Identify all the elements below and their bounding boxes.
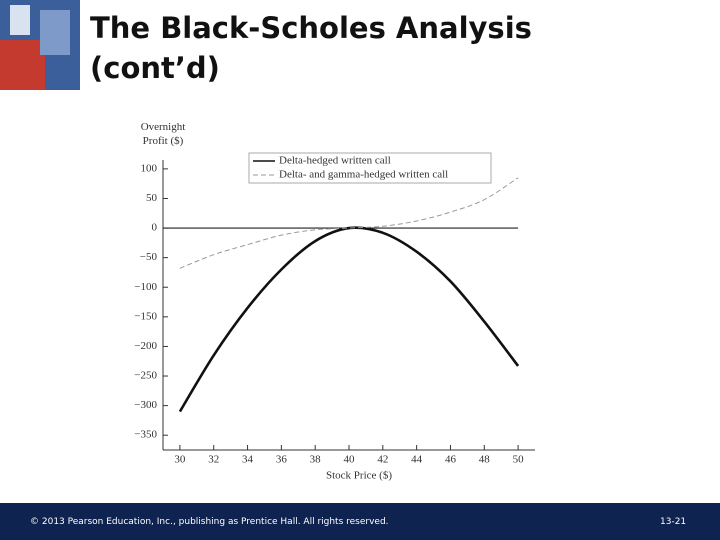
series-line xyxy=(178,226,520,413)
x-tick-label: 30 xyxy=(174,454,186,466)
photo-block xyxy=(40,10,70,55)
page-number: 13-21 xyxy=(660,517,687,527)
copyright: © 2013 Pearson Education, Inc., publishi… xyxy=(30,517,389,527)
chart: 100 50 0 −50 −100 −150 −200 −250 −300 −350 30 32 34 3… xyxy=(134,152,535,482)
x-tick-label: 36 xyxy=(276,454,288,466)
y-tick-label: −100 xyxy=(134,281,157,293)
y-tick-label: −300 xyxy=(134,399,157,411)
series-line xyxy=(179,177,519,269)
x-tick-label: 40 xyxy=(344,454,356,466)
x-axis-label: Stock Price ($) xyxy=(326,470,392,482)
y-tick-label: −350 xyxy=(134,429,157,441)
legend-label: Delta-hedged written call xyxy=(279,155,391,167)
x-tick-label: 48 xyxy=(479,454,491,466)
y-tick-label: −50 xyxy=(140,251,158,263)
y-tick-label: −250 xyxy=(134,370,157,382)
y-tick-label: −200 xyxy=(134,340,157,352)
x-tick-label: 44 xyxy=(411,454,423,466)
x-tick-label: 42 xyxy=(377,454,388,466)
legend-label: Delta- and gamma-hedged written call xyxy=(279,169,448,181)
photo-block xyxy=(10,5,30,35)
x-tick-label: 46 xyxy=(445,454,457,466)
x-tick-label: 38 xyxy=(310,454,322,466)
thumbnail xyxy=(0,0,80,90)
x-tick-label: 32 xyxy=(208,454,219,466)
y-tick-label: 50 xyxy=(146,192,158,204)
legend-box xyxy=(248,152,492,184)
y-axis-label: Overnight Profit ($) xyxy=(140,121,186,147)
photo-block xyxy=(0,40,45,90)
y-tick-label: −150 xyxy=(134,310,157,322)
y-tick-label: 100 xyxy=(141,162,158,174)
y-tick-label: 0 xyxy=(152,222,158,234)
footer: © 2013 Pearson Education, Inc., publishi… xyxy=(0,503,720,540)
slide-title: The Black-Scholes Analysis (cont’d) xyxy=(90,11,532,85)
x-tick-label: 34 xyxy=(242,454,254,466)
x-tick-label: 50 xyxy=(513,454,525,466)
